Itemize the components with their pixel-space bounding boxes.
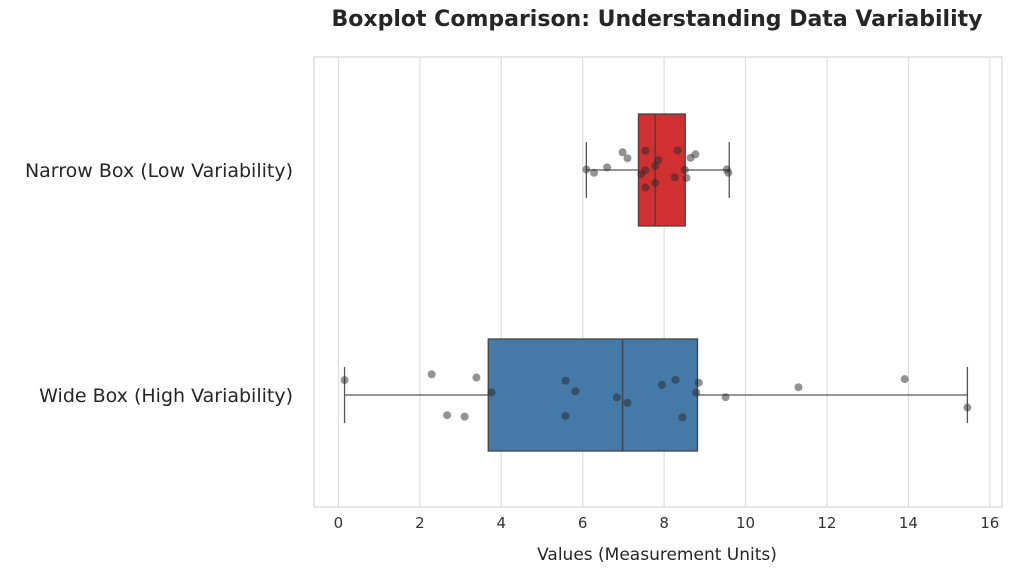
data-point [637,170,646,179]
data-point [641,146,650,155]
data-point [678,413,687,422]
data-point [612,393,621,402]
data-point [692,388,701,397]
data-point [682,173,691,182]
box-group-1 [340,338,972,452]
data-point [487,388,496,397]
data-point [691,150,700,159]
data-point [460,412,469,421]
data-point [603,163,612,172]
x-tick-label: 0 [334,514,344,532]
data-point [900,375,909,384]
box [487,338,699,452]
data-point [651,178,660,187]
x-tick-label: 10 [736,514,755,532]
data-point [340,376,349,385]
data-point [670,173,679,182]
data-point [472,373,481,382]
x-tick-label: 6 [578,514,588,532]
x-tick-label: 16 [980,514,999,532]
data-point [582,165,591,174]
x-tick-label: 4 [496,514,506,532]
data-point [722,165,731,174]
x-tick-label: 2 [415,514,425,532]
plot-frame [313,56,1003,508]
chart-title: Boxplot Comparison: Understanding Data V… [332,7,983,32]
y-tick-label-wide: Wide Box (High Variability) [39,385,293,407]
data-point [673,146,682,155]
data-point [794,383,803,392]
data-point [561,376,570,385]
x-tick-label: 8 [659,514,669,532]
data-point [654,156,663,165]
box-group-0 [582,113,733,227]
data-point [618,148,627,157]
data-point [561,411,570,420]
data-point [571,387,580,396]
x-axis-label: Values (Measurement Units) [537,545,777,565]
data-point [590,168,599,177]
data-point [443,411,452,420]
data-point [694,378,703,387]
data-point [721,393,730,402]
data-point [658,380,667,389]
y-tick-label-narrow: Narrow Box (Low Variability) [25,160,293,182]
data-point [963,403,972,412]
data-point [641,183,650,192]
data-point [671,375,680,384]
data-point [623,154,632,163]
data-point [651,161,660,170]
data-point [427,370,436,379]
x-tick-label: 14 [899,514,918,532]
data-point [623,398,632,407]
data-point [680,165,689,174]
x-tick-label: 12 [817,514,836,532]
